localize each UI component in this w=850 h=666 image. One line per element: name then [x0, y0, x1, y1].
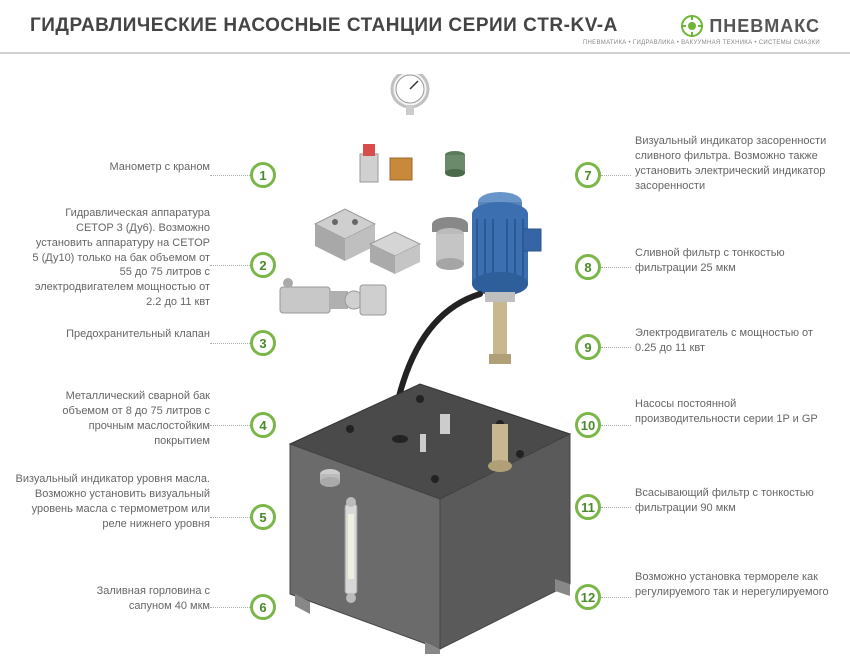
callout-7-text: Визуальный индикатор засоренности сливно… — [635, 134, 835, 193]
badge-num-10: 10 — [581, 418, 595, 433]
callout-5-text: Визуальный индикатор уровня масла. Возмо… — [15, 472, 210, 531]
callout-badge-12: 12 — [575, 584, 601, 610]
badge-num-9: 9 — [584, 340, 591, 355]
badge-num-5: 5 — [259, 510, 266, 525]
callout-12-text: Возможно установка термореле как регулир… — [635, 570, 835, 600]
callout-3-text: Предохранительный клапан — [40, 327, 210, 342]
leader-8 — [601, 267, 631, 268]
callout-badge-2: 2 — [250, 252, 276, 278]
leader-11 — [601, 507, 631, 508]
callout-badge-7: 7 — [575, 162, 601, 188]
product-illustration — [260, 74, 590, 634]
badge-num-2: 2 — [259, 258, 266, 273]
leader-9 — [601, 347, 631, 348]
callout-badge-8: 8 — [575, 254, 601, 280]
callout-badge-9: 9 — [575, 334, 601, 360]
callout-badge-6: 6 — [250, 594, 276, 620]
leader-7 — [601, 175, 631, 176]
leader-3 — [210, 343, 250, 344]
badge-num-4: 4 — [259, 418, 266, 433]
callout-badge-11: 11 — [575, 494, 601, 520]
leader-10 — [601, 425, 631, 426]
leader-2 — [210, 265, 250, 266]
badge-num-11: 11 — [581, 500, 595, 515]
leader-6 — [210, 607, 250, 608]
callout-9-text: Электродвигатель с мощностью от 0.25 до … — [635, 326, 835, 356]
leader-5 — [210, 517, 250, 518]
logo-text: ПНЕВМАКС — [709, 16, 820, 37]
callout-badge-1: 1 — [250, 162, 276, 188]
callout-4-text: Металлический сварной бак объемом от 8 д… — [30, 389, 210, 448]
leader-1 — [210, 175, 250, 176]
logo-subtitle: ПНЕВМАТИКА • ГИДРАВЛИКА • ВАКУУМНАЯ ТЕХН… — [583, 40, 820, 46]
callout-2-text: Гидравлическая аппаратура CETOP 3 (Ду6).… — [30, 206, 210, 310]
brand-logo: ПНЕВМАКС — [681, 15, 820, 37]
callout-badge-4: 4 — [250, 412, 276, 438]
callout-badge-10: 10 — [575, 412, 601, 438]
callout-10-text: Насосы постоянной производительности сер… — [635, 397, 835, 427]
callout-badge-3: 3 — [250, 330, 276, 356]
callout-6-text: Заливная горловина с сапуном 40 мкм — [70, 584, 210, 614]
callout-1-text: Манометр с краном — [20, 160, 210, 175]
badge-num-7: 7 — [584, 168, 591, 183]
leader-12 — [601, 597, 631, 598]
leader-4 — [210, 425, 250, 426]
callout-8-text: Сливной фильтр с тонкостью фильтрации 25… — [635, 246, 835, 276]
badge-num-1: 1 — [259, 168, 266, 183]
logo-icon — [681, 15, 703, 37]
callout-11-text: Всасывающий фильтр с тонкостью фильтраци… — [635, 486, 835, 516]
badge-num-3: 3 — [259, 336, 266, 351]
badge-num-12: 12 — [581, 590, 595, 605]
callout-badge-5: 5 — [250, 504, 276, 530]
page-title: ГИДРАВЛИЧЕСКИЕ НАСОСНЫЕ СТАНЦИИ СЕРИИ CT… — [30, 15, 618, 37]
diagram-canvas: Манометр с краном 1 Гидравлическая аппар… — [0, 54, 850, 666]
badge-num-6: 6 — [259, 600, 266, 615]
badge-num-8: 8 — [584, 260, 591, 275]
